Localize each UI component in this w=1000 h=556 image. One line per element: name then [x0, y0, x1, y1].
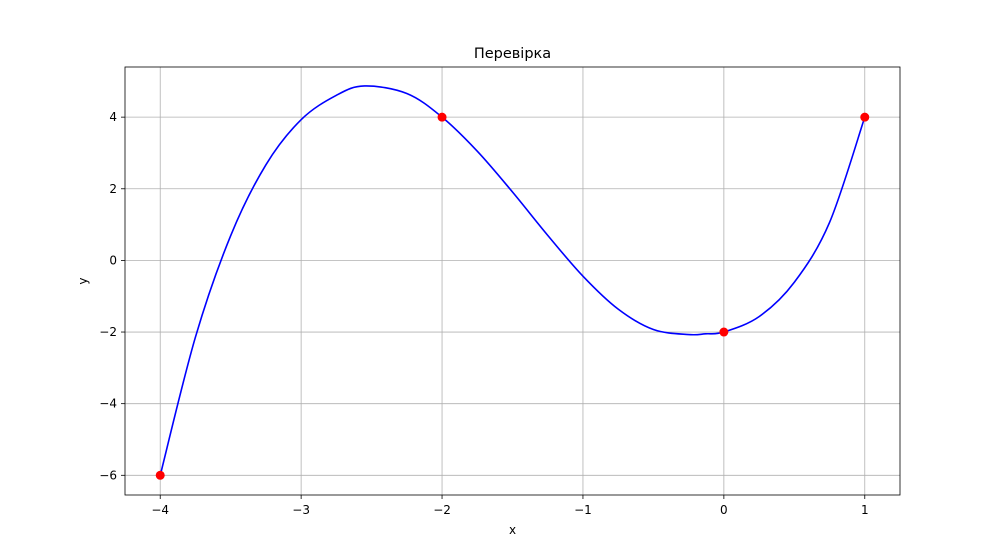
chart-title: Перевірка — [474, 46, 551, 62]
data-point — [155, 470, 165, 480]
y-tick-label: −2 — [99, 325, 117, 339]
y-axis-ticks: −6 −4 −2 0 2 4 — [99, 110, 125, 482]
y-tick-label: 2 — [109, 182, 117, 196]
x-tick-label: −4 — [151, 503, 169, 517]
x-tick-label: −3 — [292, 503, 310, 517]
grid — [125, 67, 900, 495]
x-tick-label: 1 — [861, 503, 869, 517]
series-line-layer — [159, 85, 866, 476]
series-line — [159, 85, 866, 476]
data-point — [437, 112, 447, 122]
data-point — [719, 327, 729, 337]
y-tick-label: −6 — [99, 468, 117, 482]
x-axis-ticks: −4 −3 −2 −1 0 1 — [151, 495, 869, 517]
y-axis-label: y — [76, 277, 90, 284]
y-tick-label: 4 — [109, 110, 117, 124]
data-point — [860, 112, 870, 122]
x-tick-label: −2 — [433, 503, 451, 517]
y-tick-label: −4 — [99, 397, 117, 411]
y-tick-label: 0 — [109, 253, 117, 267]
x-tick-label: −1 — [574, 503, 592, 517]
x-axis-label: x — [509, 523, 516, 537]
x-tick-label: 0 — [720, 503, 728, 517]
series-points-layer — [155, 112, 870, 480]
plot-frame — [124, 66, 901, 496]
